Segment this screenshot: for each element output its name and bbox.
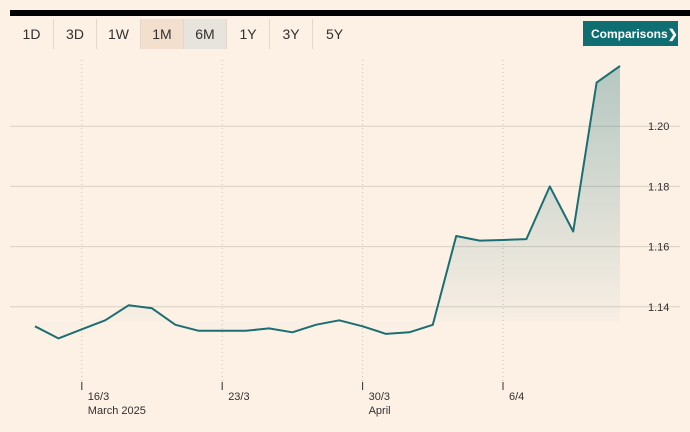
y-tick-label: 1.18 bbox=[648, 181, 669, 193]
y-tick-label: 1.16 bbox=[648, 242, 669, 254]
range-button-6m[interactable]: 6M bbox=[184, 19, 227, 49]
chevron-right-icon: ❯ bbox=[667, 26, 678, 41]
x-tick-label: 23/3 bbox=[228, 391, 249, 403]
price-area bbox=[35, 66, 620, 339]
y-tick-label: 1.14 bbox=[648, 302, 669, 314]
range-button-1w[interactable]: 1W bbox=[97, 19, 141, 49]
top-rule bbox=[10, 10, 690, 16]
y-tick-label: 1.20 bbox=[648, 121, 669, 133]
x-tick-label: 30/3 bbox=[369, 391, 390, 403]
x-tick-sublabel: March 2025 bbox=[88, 405, 146, 417]
vertical-gridlines bbox=[81, 60, 504, 390]
range-selector: 1D 3D 1W 1M 6M 1Y 3Y 5Y bbox=[10, 19, 356, 49]
price-line bbox=[34, 65, 621, 340]
x-tick-label: 6/4 bbox=[509, 391, 524, 403]
range-button-3y[interactable]: 3Y bbox=[270, 19, 313, 49]
comparisons-label: Comparisons bbox=[591, 26, 668, 41]
range-button-1m[interactable]: 1M bbox=[141, 19, 184, 49]
range-button-3d[interactable]: 3D bbox=[54, 19, 97, 49]
x-tick-sublabel: April bbox=[369, 405, 391, 417]
range-button-1y[interactable]: 1Y bbox=[227, 19, 270, 49]
range-button-5y[interactable]: 5Y bbox=[325, 26, 344, 42]
x-axis-labels: 16/3 March 2025 23/3 30/3 April 6/4 bbox=[88, 391, 524, 417]
x-tick-label: 16/3 bbox=[88, 391, 109, 403]
range-button-1d[interactable]: 1D bbox=[10, 19, 54, 49]
comparisons-button[interactable]: Comparisons ❯ bbox=[583, 21, 678, 46]
y-axis-labels: 1.14 1.16 1.18 1.20 bbox=[648, 121, 669, 314]
